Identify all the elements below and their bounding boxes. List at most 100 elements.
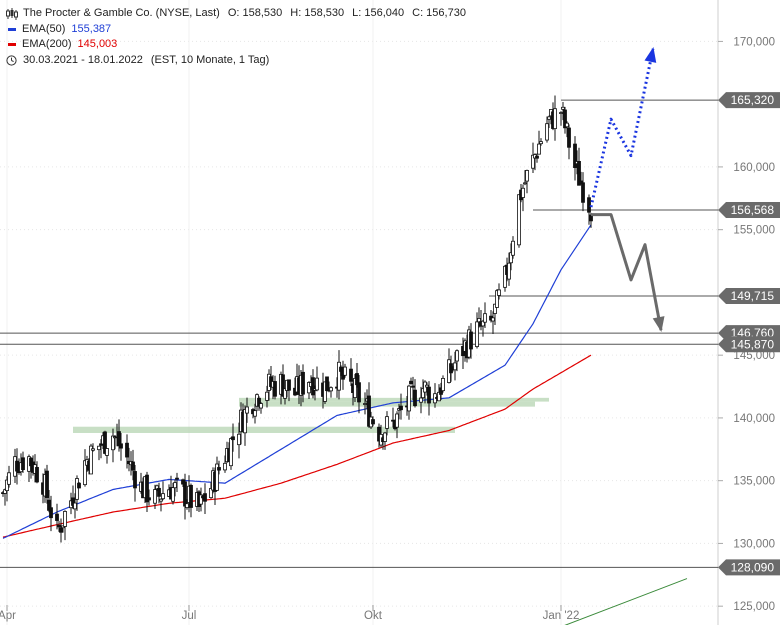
candle xyxy=(427,381,431,416)
candle-body xyxy=(91,448,95,451)
candle xyxy=(399,393,403,420)
candle xyxy=(35,461,39,484)
candle xyxy=(89,443,93,475)
candle-body xyxy=(493,303,497,314)
candle xyxy=(539,138,543,146)
candle-body xyxy=(413,389,417,407)
candle xyxy=(311,369,315,399)
candle xyxy=(199,487,203,512)
candle-body xyxy=(581,182,585,203)
candle-body xyxy=(15,460,19,472)
candle-body xyxy=(547,116,551,120)
ema50-swatch xyxy=(8,27,16,31)
candle xyxy=(367,382,371,428)
open-value: O: 158,530 xyxy=(227,7,283,19)
bearish-scenario-arrow-head xyxy=(652,316,665,333)
ema200-line-group xyxy=(2,354,592,538)
ema200-label: EMA(200) xyxy=(22,38,72,50)
candle xyxy=(507,252,511,286)
candle-body xyxy=(561,106,565,110)
candle-body xyxy=(455,350,459,362)
candle-body xyxy=(159,498,163,502)
candle xyxy=(301,364,305,403)
candle xyxy=(363,392,367,415)
legend-period-row: 30.03.2021 - 18.01.2022 (EST, 10 Monate,… xyxy=(6,53,466,69)
candle-body xyxy=(131,461,135,471)
y-tick-label: 130,000 xyxy=(733,538,775,550)
candle-body xyxy=(245,406,249,414)
y-tick-label: 160,000 xyxy=(733,162,775,174)
candle-body xyxy=(469,331,473,350)
candle xyxy=(133,465,137,502)
candle xyxy=(343,363,347,378)
candle-body xyxy=(145,474,149,503)
candle-body xyxy=(229,438,233,467)
candle-body xyxy=(337,361,341,391)
candle-body xyxy=(385,416,389,429)
candle-body xyxy=(183,481,187,507)
candle xyxy=(353,374,357,402)
candle xyxy=(581,172,585,212)
candle-body xyxy=(325,376,329,392)
candle-body xyxy=(259,403,263,409)
candle-body xyxy=(353,377,357,399)
candle-body xyxy=(287,379,291,391)
x-tick-label: Jan '22 xyxy=(543,610,580,622)
candle xyxy=(77,482,81,489)
candle xyxy=(3,488,7,506)
ema50-value: 155,387 xyxy=(71,22,112,35)
candle xyxy=(45,464,49,504)
candle-body xyxy=(537,143,541,155)
candle-body xyxy=(563,109,567,129)
candle xyxy=(281,364,285,398)
price-levels xyxy=(0,99,718,568)
ema200-value: 145,003 xyxy=(77,38,118,50)
candle xyxy=(83,449,87,487)
candle-body xyxy=(161,493,165,500)
candle xyxy=(273,375,277,400)
candle xyxy=(371,416,375,427)
y-tick-label: 155,000 xyxy=(733,225,775,237)
candle-body xyxy=(273,381,277,397)
candle-body xyxy=(553,108,557,130)
candle-body xyxy=(189,484,193,508)
candle-body xyxy=(539,141,543,145)
candle-body xyxy=(59,527,63,533)
candle-body xyxy=(63,511,67,527)
candle-body xyxy=(21,457,25,471)
candle xyxy=(497,283,501,300)
candle xyxy=(475,312,479,349)
candle xyxy=(189,483,193,518)
candle xyxy=(545,116,549,143)
bullish-scenario-arrow-head xyxy=(644,46,657,63)
candle xyxy=(55,503,59,530)
candle xyxy=(159,498,163,512)
price-tag: 156,568 xyxy=(718,201,780,218)
candle-body xyxy=(329,387,333,392)
ema50-line xyxy=(2,224,592,539)
candle xyxy=(59,518,63,543)
bearish-scenario-arrow xyxy=(591,213,663,331)
candle-body xyxy=(157,487,161,497)
candle xyxy=(511,236,515,259)
candle xyxy=(215,456,219,492)
price-tag-bg xyxy=(718,92,780,109)
candle-body xyxy=(511,240,515,256)
support-zone xyxy=(239,397,549,402)
price-tag-label: 128,090 xyxy=(731,560,775,574)
candle-body xyxy=(57,524,61,528)
support-zones xyxy=(73,397,549,433)
candle xyxy=(491,311,495,335)
candle-body xyxy=(77,482,81,489)
candle xyxy=(525,169,529,194)
candle-body xyxy=(559,112,563,114)
legend-ema50-row: EMA(50) 155,387 xyxy=(6,22,466,38)
candle-body xyxy=(367,395,371,427)
y-tick-label: 145,000 xyxy=(733,350,775,362)
candle xyxy=(183,473,187,520)
x-axis: Apr Jul Okt Jan '22 xyxy=(0,605,579,622)
candle xyxy=(455,349,459,372)
candle xyxy=(315,366,319,392)
candle xyxy=(337,350,341,400)
